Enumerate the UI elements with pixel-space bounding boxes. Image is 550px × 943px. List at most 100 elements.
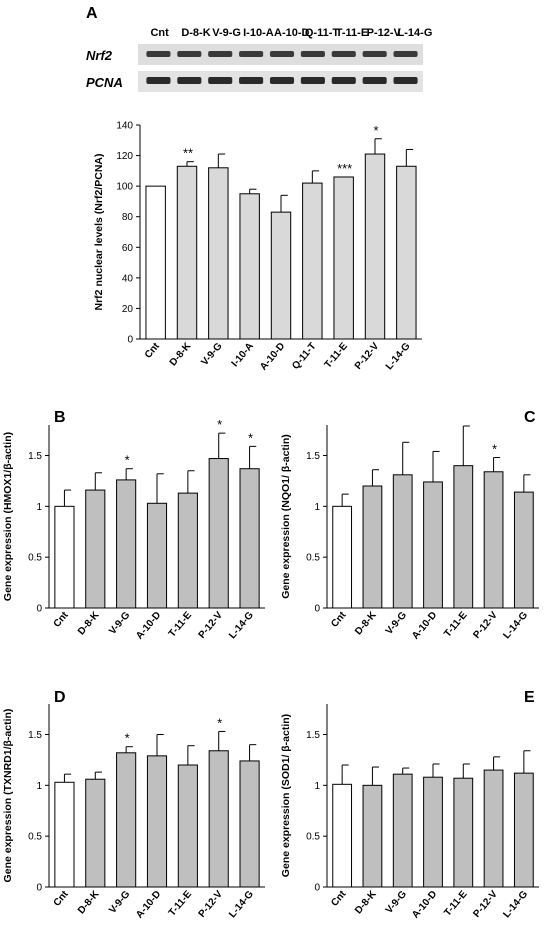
bar bbox=[392, 773, 413, 888]
bar bbox=[362, 485, 383, 609]
chart-panel-c: 0 0.5 1 1.5 Gene expression (NQO1/ β-actin) C… bbox=[280, 425, 539, 642]
blot-band bbox=[239, 77, 264, 84]
chart-panel-d: 0 0.5 1 1.5 Gene expression (TXNRD1/β-actin)… bbox=[2, 704, 265, 921]
blot-band bbox=[208, 77, 233, 84]
x-tick-label: P-12-V bbox=[197, 610, 226, 641]
blot-lane-label: A-10-D bbox=[274, 27, 310, 39]
x-tick-label: D-8-K bbox=[76, 609, 102, 637]
blot-bands-pcna bbox=[146, 77, 418, 84]
x-tick-label: A-10-D bbox=[410, 610, 439, 642]
y-tick-label: 1 bbox=[314, 502, 320, 513]
y-tick-label: 1 bbox=[36, 502, 42, 513]
bar bbox=[513, 772, 534, 888]
bar bbox=[423, 776, 443, 888]
significance-mark: *** bbox=[337, 161, 352, 176]
blot-lane-label: P-12-V bbox=[367, 27, 402, 39]
blot-lane-label: I-10-A bbox=[243, 27, 274, 39]
x-tick-label: A-10-D bbox=[134, 610, 163, 642]
blot-band bbox=[146, 77, 171, 84]
x-tick-label: V-9-G bbox=[384, 610, 409, 637]
bar bbox=[146, 755, 168, 888]
x-tick-label: T-11-E bbox=[167, 889, 195, 919]
x-tick-label: I-10-A bbox=[230, 341, 256, 369]
bar bbox=[116, 752, 137, 888]
blot-band bbox=[300, 77, 325, 84]
bar bbox=[453, 777, 474, 888]
x-tick-label: Cnt bbox=[52, 609, 72, 629]
bar bbox=[483, 769, 504, 888]
y-tick-label: 0 bbox=[314, 604, 320, 615]
x-tick-label: L-14-G bbox=[227, 610, 256, 642]
x-tick-label: V-9-G bbox=[199, 341, 224, 368]
significance-mark: * bbox=[217, 417, 222, 432]
bar bbox=[332, 505, 353, 609]
y-tick-label: 40 bbox=[122, 273, 134, 284]
significance-mark: * bbox=[492, 442, 497, 457]
y-axis-label: Gene expression (SOD1/ β-actin) bbox=[280, 714, 292, 877]
x-tick-label: L-14-G bbox=[384, 341, 413, 373]
y-tick-label: 1.5 bbox=[306, 451, 320, 462]
blot-band bbox=[269, 51, 295, 57]
y-tick-label: 140 bbox=[116, 121, 133, 132]
bar bbox=[85, 778, 106, 888]
y-axis-label: Gene expression (TXNRD1/β-actin) bbox=[2, 709, 14, 883]
bar bbox=[270, 211, 292, 340]
y-axis-label: Gene expression (HMOX1/β-actin) bbox=[2, 432, 14, 601]
x-tick-label: V-9-G bbox=[107, 889, 132, 916]
x-tick-label: V-9-G bbox=[384, 889, 409, 916]
bar bbox=[423, 481, 443, 609]
bar bbox=[392, 474, 413, 609]
bar bbox=[239, 468, 260, 609]
bar bbox=[176, 165, 198, 340]
blot-band bbox=[269, 77, 295, 84]
chart-panel-a: 0 20 40 60 80 100 120 140 Nrf2 nuclear levels (N… bbox=[93, 121, 422, 373]
x-tick-label: A-10-D bbox=[134, 889, 163, 921]
x-tick-label: T-11-E bbox=[442, 610, 470, 640]
y-tick-label: 60 bbox=[122, 243, 134, 254]
y-tick-label: 120 bbox=[116, 151, 133, 162]
x-tick-label: Cnt bbox=[329, 888, 349, 908]
y-tick-label: 1.5 bbox=[28, 451, 42, 462]
significance-mark: * bbox=[217, 715, 222, 730]
bar bbox=[208, 458, 229, 609]
blot-lane-label: V-9-G bbox=[212, 27, 241, 39]
blot-band bbox=[208, 51, 233, 57]
blot-lane-label: L-14-G bbox=[398, 27, 433, 39]
significance-mark: * bbox=[125, 453, 130, 468]
blot-band bbox=[331, 51, 356, 57]
significance-mark: * bbox=[373, 123, 378, 138]
x-tick-label: D-8-K bbox=[76, 888, 102, 916]
blot-band bbox=[300, 51, 325, 57]
chart-panel-e: 0 0.5 1 1.5 Gene expression (SOD1/ β-actin) C… bbox=[280, 704, 539, 921]
y-tick-label: 1 bbox=[36, 781, 42, 792]
x-tick-label: P-12-V bbox=[353, 341, 382, 372]
x-tick-label: L-14-G bbox=[501, 610, 530, 642]
bar bbox=[239, 760, 260, 888]
x-tick-label: D-8-K bbox=[168, 340, 194, 368]
significance-mark: ** bbox=[183, 146, 193, 161]
blot-band bbox=[362, 51, 387, 57]
bar bbox=[364, 153, 386, 340]
blot-band bbox=[177, 77, 202, 84]
bar bbox=[177, 492, 198, 609]
blot-bands-nrf2 bbox=[146, 51, 418, 57]
blot-band bbox=[362, 77, 387, 84]
y-tick-label: 0 bbox=[36, 883, 42, 894]
bar bbox=[333, 176, 354, 340]
panel-letter-c: C bbox=[524, 409, 536, 426]
x-tick-label: Cnt bbox=[329, 609, 349, 629]
blot-row-label-nrf2: Nrf2 bbox=[86, 48, 113, 63]
blot-band bbox=[239, 51, 264, 57]
y-tick-label: 80 bbox=[122, 212, 134, 223]
panel-letter-b: B bbox=[54, 409, 66, 426]
significance-mark: * bbox=[125, 731, 130, 746]
western-blot: Cnt D-8-K V-9-G I-10-A A-10-DQ-11-TT-11-EP-1… bbox=[86, 27, 432, 92]
y-tick-label: 0 bbox=[127, 335, 133, 346]
y-tick-label: 20 bbox=[122, 304, 134, 315]
chart-panel-b: 0 0.5 1 1.5 Gene expression (HMOX1/β-actin) C… bbox=[2, 417, 265, 642]
blot-lane-label: Cnt bbox=[150, 27, 169, 39]
bar bbox=[146, 502, 168, 609]
panel-letter-a: A bbox=[86, 5, 98, 22]
y-tick-label: 0.5 bbox=[28, 832, 42, 843]
blot-band bbox=[393, 77, 418, 84]
